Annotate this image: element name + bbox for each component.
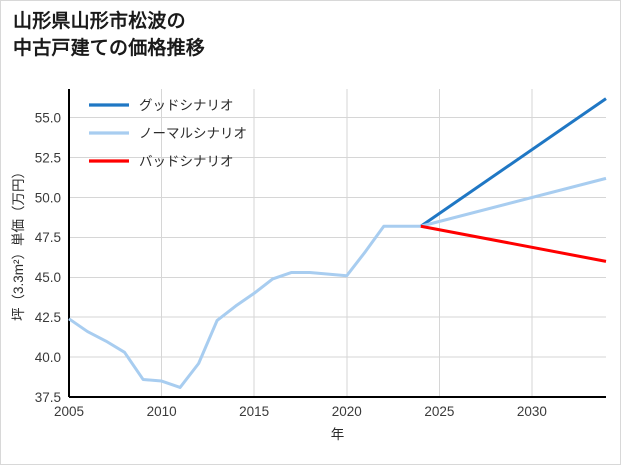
y-tick-label: 45.0 bbox=[35, 270, 61, 285]
y-tick-label: 37.5 bbox=[35, 390, 61, 405]
y-tick-label: 42.5 bbox=[35, 310, 61, 325]
series-normal bbox=[68, 224, 421, 389]
series-normal bbox=[420, 176, 607, 228]
chart-title-line-2: 中古戸建ての価格推移 bbox=[13, 37, 206, 59]
y-axis-title: 坪（3.3m²）単価（万円） bbox=[11, 165, 26, 321]
x-tick-label: 2005 bbox=[54, 404, 84, 419]
axis-lines bbox=[68, 89, 606, 398]
chart-title: 山形県山形市松波の 中古戸建ての価格推移 bbox=[13, 9, 205, 63]
x-tick-label: 2030 bbox=[517, 404, 547, 419]
x-tick-label: 2025 bbox=[424, 404, 454, 419]
legend-label: グッドシナリオ bbox=[139, 98, 234, 113]
chart-title-line-1: 山形県山形市松波の bbox=[13, 11, 186, 32]
y-tick-label: 55.0 bbox=[35, 111, 61, 126]
legend-label: バッドシナリオ bbox=[139, 154, 234, 169]
x-tick-labels: 2005 2010 2015 2020 2025 2030 bbox=[54, 404, 547, 419]
y-tick-labels: 37.5 40.0 42.5 45.0 47.5 50.0 52.5 55.0 bbox=[35, 111, 61, 405]
x-tick-label: 2015 bbox=[239, 404, 269, 419]
y-tick-label: 52.5 bbox=[35, 150, 61, 165]
x-tick-label: 2020 bbox=[332, 404, 362, 419]
y-tick-label: 40.0 bbox=[35, 350, 61, 365]
y-tick-label: 50.0 bbox=[35, 190, 61, 205]
x-axis-title: 年 bbox=[331, 427, 345, 442]
y-tick-label: 47.5 bbox=[35, 230, 61, 245]
series-bad bbox=[420, 224, 607, 263]
data-series-group bbox=[68, 97, 607, 389]
x-tick-label: 2010 bbox=[147, 404, 177, 419]
legend-label: ノーマルシナリオ bbox=[139, 126, 247, 141]
series-good bbox=[419, 97, 607, 228]
